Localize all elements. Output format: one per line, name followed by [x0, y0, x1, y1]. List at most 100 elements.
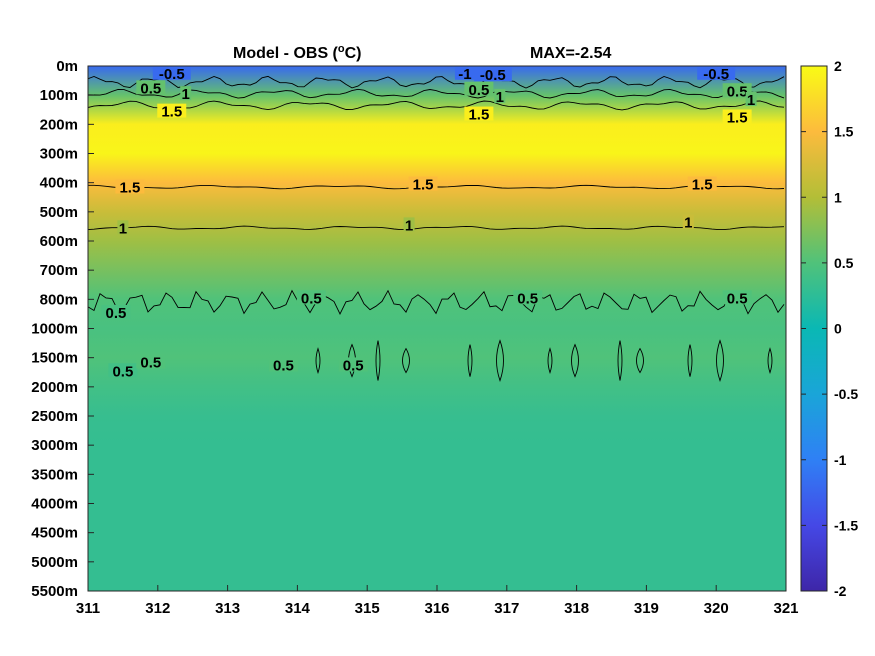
y-axis: 0m 100m 200m 300m 400m 500m 600m 700m 800m 1000m 1… [31, 58, 94, 600]
contour-label-bg [180, 86, 192, 101]
x-tick-label: 318 [564, 600, 589, 617]
y-tick-label: 0m [56, 58, 78, 75]
y-tick-label: 3000m [31, 437, 78, 454]
y-tick-label: 100m [40, 87, 78, 104]
colorbar-tick-label: -0.5 [834, 386, 858, 402]
contour-label-bg [296, 290, 326, 305]
x-tick-label: 311 [76, 600, 100, 617]
contour-label-bg [268, 357, 298, 372]
contour-label-bg [115, 179, 145, 194]
contour-label: 0.5 [727, 290, 748, 307]
contour-label-bg [101, 304, 131, 319]
contour-line [402, 347, 410, 374]
y-tick-label: 3500m [31, 466, 78, 483]
contour-label-bg [745, 92, 757, 106]
x-axis: 311 312 313 314 315 316 317 318 319 320 321 [76, 585, 799, 617]
x-tick-label: 321 [773, 600, 798, 617]
plot-area: 0.5 11.5-0.50.5 11.5-1 -0.50.511.5-0.51.5 1.… [88, 66, 786, 591]
contour-line [636, 347, 644, 374]
contour-label-bg [464, 81, 494, 96]
contour-label-bg [722, 83, 752, 98]
contour-line [375, 340, 381, 381]
y-tick-label: 800m [40, 291, 78, 308]
contour-label: 0.5 [727, 83, 748, 100]
contour-label-bg [494, 89, 506, 104]
colorbar-tick-label: 2 [834, 58, 842, 74]
contour-label-bg [454, 66, 475, 80]
colorbar-tick-label: 1.5 [834, 124, 854, 140]
contour-label: 1.5 [161, 104, 182, 121]
contour-lines [88, 75, 785, 382]
x-tick-label: 317 [494, 600, 519, 617]
contour-label-bg [136, 80, 166, 95]
contour-line [88, 75, 785, 89]
x-tick-label: 313 [215, 600, 240, 617]
y-tick-label: 4000m [31, 496, 78, 513]
contour-label-bg [136, 354, 166, 369]
contour-label: 1 [496, 89, 504, 106]
contour-label: 1.5 [727, 110, 748, 127]
contour-label-bg [403, 217, 415, 232]
contour-label-bg [408, 176, 438, 191]
contour-line [467, 344, 473, 377]
contour-label-bg [464, 106, 494, 121]
x-tick-label: 319 [634, 600, 659, 617]
contour-line [348, 343, 356, 378]
y-tick-label: 400m [40, 175, 78, 192]
y-tick-label: 2500m [31, 408, 78, 425]
contour-label-bg [473, 67, 512, 82]
contour-label: 1 [405, 217, 413, 234]
contour-label: 1 [119, 220, 127, 237]
chart-title-superscript: o [338, 43, 345, 55]
contour-label: -0.5 [703, 66, 729, 83]
contour-label: 1 [182, 86, 190, 103]
contour-label: 0.5 [343, 357, 364, 374]
colorbar-tick-label: -1.5 [834, 517, 858, 533]
colorbar-tick-label: 0 [834, 321, 842, 337]
contour-line [767, 347, 773, 375]
contour-label: 0.5 [273, 357, 294, 374]
x-tick-label: 314 [285, 600, 311, 617]
y-tick-label: 5000m [31, 554, 78, 571]
contour-label: 0.5 [468, 82, 489, 99]
contour-label: -0.5 [480, 67, 506, 84]
contour-label: 0.5 [517, 290, 538, 307]
contour-label: 0.5 [140, 80, 161, 97]
colorbar-ticks: 2 1.5 1 0.5 0 -0.5 -1 -1.5 -2 [801, 58, 858, 599]
contour-label-bg [152, 66, 191, 80]
contour-label-bg [682, 214, 694, 229]
contour-label: 1 [684, 215, 692, 232]
chart-title-main: Model - OBS ( [233, 45, 339, 62]
contour-label: 0.5 [112, 363, 133, 380]
contour-label-bg [108, 363, 138, 378]
contour-label: 1.5 [692, 177, 713, 194]
max-annotation: MAX=-2.54 [530, 45, 611, 62]
contour-label: 0.5 [105, 305, 126, 322]
x-tick-label: 316 [424, 600, 449, 617]
chart-title: Model - OBS (oC) [233, 43, 362, 62]
contour-label: 1.5 [413, 177, 434, 194]
contour-label: 1.5 [468, 107, 489, 124]
y-tick-label: 300m [40, 146, 78, 163]
contour-label: 0.5 [301, 290, 322, 307]
y-tick-label: 700m [40, 262, 78, 279]
colorbar-tick-label: 0.5 [834, 255, 854, 271]
contour-line [88, 289, 785, 316]
contour-label-bg [513, 290, 543, 305]
x-tick-label: 312 [145, 600, 170, 617]
contour-label-bg [722, 290, 752, 305]
contour-line [315, 347, 321, 375]
y-tick-label: 1000m [31, 321, 78, 338]
contour-line [88, 100, 785, 111]
y-tick-label: 500m [40, 204, 78, 221]
contour-line [617, 340, 623, 381]
contour-label: 1 [747, 92, 755, 109]
contour-label-bg [338, 357, 368, 372]
contour-line [496, 339, 504, 382]
contour-label: -1 [458, 66, 471, 83]
x-tick-label: 320 [704, 600, 729, 617]
contour-line [716, 339, 724, 382]
contour-label-bg [117, 220, 129, 235]
contour-label: 0.5 [140, 355, 161, 372]
